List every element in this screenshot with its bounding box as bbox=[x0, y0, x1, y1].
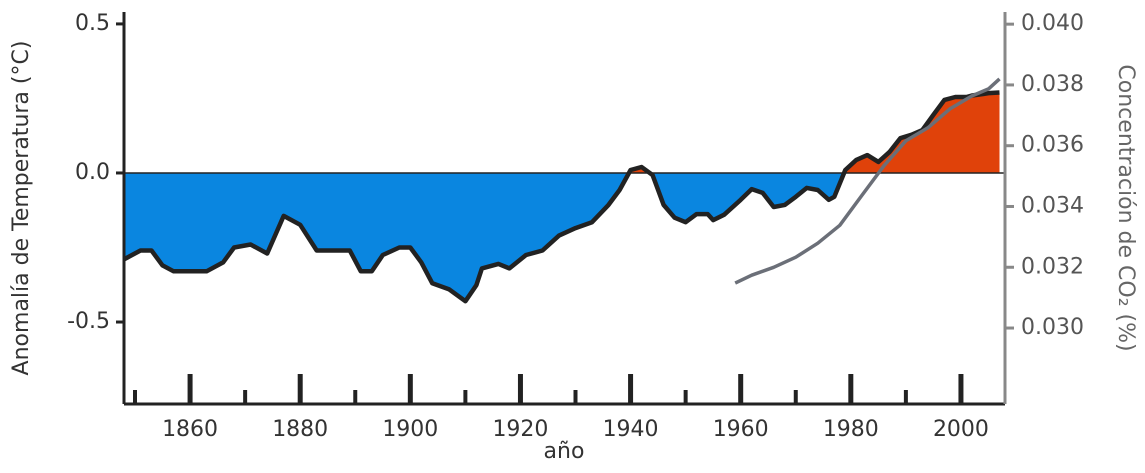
x-tick-label: 1860 bbox=[162, 417, 218, 442]
x-tick-label: 1900 bbox=[382, 417, 438, 442]
y2-tick-label: 0.034 bbox=[1021, 193, 1084, 218]
x-tick-label: 1960 bbox=[713, 417, 769, 442]
y2-tick-label: 0.038 bbox=[1021, 72, 1084, 97]
y-axis-label: Anomalía de Temperatura (°C) bbox=[9, 41, 34, 376]
y2-tick-label: 0.032 bbox=[1021, 254, 1084, 279]
area-below bbox=[124, 172, 845, 302]
x-tick-label: 1940 bbox=[603, 417, 659, 442]
area-above bbox=[124, 92, 1000, 173]
x-tick-label: 1980 bbox=[823, 417, 879, 442]
y-tick-label: 0.5 bbox=[75, 11, 110, 36]
x-tick-label: 1920 bbox=[492, 417, 548, 442]
y2-axis-label: Concentración de CO₂ (%) bbox=[1113, 64, 1138, 351]
y-tick-label: 0.0 bbox=[75, 160, 110, 185]
y2-tick-label: 0.036 bbox=[1021, 133, 1084, 158]
x-tick-label: 1880 bbox=[272, 417, 328, 442]
y2-tick-label: 0.030 bbox=[1021, 315, 1084, 340]
data-line bbox=[122, 90, 1000, 304]
y2-tick-label: 0.040 bbox=[1021, 11, 1084, 36]
y-tick-label: -0.5 bbox=[67, 309, 110, 334]
x-tick-label: 2000 bbox=[933, 417, 989, 442]
data-line bbox=[734, 77, 1001, 285]
x-axis-label: año bbox=[544, 439, 585, 464]
